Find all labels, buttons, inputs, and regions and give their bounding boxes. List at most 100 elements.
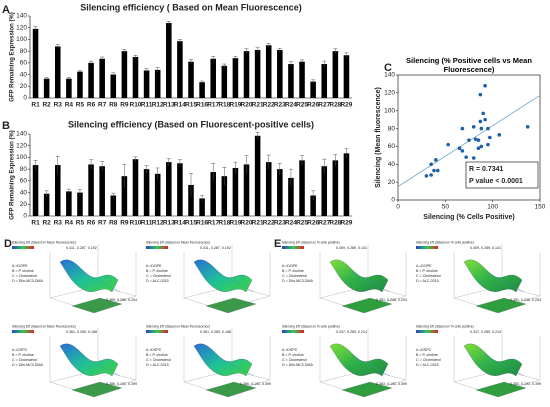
x-tick-label: R8 (109, 220, 118, 227)
colorbar (146, 330, 168, 333)
x-tick-label: R11 (141, 102, 153, 109)
x-tick-label: R13 (163, 102, 175, 109)
error-bar (111, 72, 116, 77)
surface-plot: Silencing Eff. (Based on % cells positiv… (416, 240, 541, 314)
y-tick-label: 80 (388, 125, 396, 132)
bar (199, 198, 205, 216)
x-tick-label: R15 (185, 220, 197, 227)
bar (321, 64, 328, 98)
annotation-box (465, 161, 539, 189)
error-bar (311, 79, 316, 84)
error-bar (166, 158, 171, 166)
bar (132, 57, 139, 98)
leader (81, 355, 121, 377)
x-tick-label: R5 (76, 102, 85, 109)
panel-label: A (2, 4, 10, 16)
error-bar (222, 167, 227, 185)
bar (166, 23, 172, 98)
colorbar (416, 330, 438, 333)
error-bar (255, 47, 260, 53)
error-bar (211, 163, 216, 181)
error-bar (211, 56, 216, 62)
error-bar (233, 56, 238, 60)
panel-label: B (2, 120, 10, 132)
bar (99, 58, 105, 98)
surface (59, 343, 119, 377)
bar (154, 69, 161, 98)
error-bar (233, 161, 238, 174)
legend-line: C = Cholesterol (12, 358, 37, 362)
x-tick-label: R17 (207, 220, 219, 227)
x-tick-label: R23 (274, 102, 286, 109)
chart-title: Silencing efficiency ( Based on Mean Flu… (80, 2, 302, 12)
plot-frame (397, 74, 541, 201)
surface-plot: Silencing Eff. (Based on Mean Fluorescen… (146, 240, 271, 314)
x-tick-label: R18 (218, 102, 230, 109)
surface (329, 259, 389, 293)
bar (166, 162, 172, 216)
bar (66, 78, 72, 98)
point-label: 0.409, 0.289, 0.141 (470, 246, 501, 250)
leader (215, 271, 255, 293)
error-bar (200, 195, 205, 202)
chart-title: Silencing (% Positive cells vs Mean Fluo… (406, 56, 532, 74)
bar (199, 82, 205, 98)
x-tick-label: R26 (307, 220, 319, 227)
y-tick-label: 40 (20, 189, 28, 196)
error-bar (288, 168, 293, 187)
error-bar (111, 192, 116, 198)
point (429, 162, 433, 167)
y-axis-label: Silencing (Mean fluorescence) (375, 87, 382, 188)
point-label: 0.383, 0.192, 0.399 (510, 382, 541, 386)
plot-title: Silencing Eff. (Based on Mean Fluorescen… (12, 324, 76, 328)
bar (177, 163, 183, 216)
x-tick-label: R21 (252, 102, 264, 109)
error-bar (33, 160, 38, 170)
x-tick-label: R11 (141, 220, 153, 227)
bar (110, 195, 117, 216)
error-bar (144, 165, 149, 173)
base-plane (71, 297, 123, 314)
surface-plot: Silencing Eff. (Based on Mean Fluorescen… (12, 324, 137, 398)
surface-plot: Silencing Eff. (Based on % cells positiv… (282, 240, 407, 314)
point (457, 146, 462, 151)
bar (77, 71, 83, 98)
y-tick-label: 40 (20, 71, 28, 78)
point (473, 137, 478, 142)
y-tick-label: 80 (20, 166, 28, 173)
colorbar (12, 246, 34, 249)
legend-line: B = P. choline (416, 353, 438, 357)
x-tick-label: R21 (252, 220, 264, 227)
point (525, 124, 530, 129)
leader (351, 271, 391, 293)
point-label: 0.411, 0.287, 0.192 (66, 246, 97, 250)
y-tick-label: 60 (20, 60, 28, 67)
x-tick-label: R19 (229, 102, 241, 109)
x-tick-label: R25 (296, 220, 308, 227)
x-tick-label: 100 (487, 204, 498, 211)
error-bar (166, 21, 171, 25)
error-bar (333, 48, 338, 54)
x-tick-label: R6 (87, 220, 96, 227)
error-bar (89, 159, 94, 170)
bar (77, 192, 83, 216)
point-label: 0.386, 0.192, 0.399 (240, 382, 271, 386)
x-tick-label: R10 (130, 102, 142, 109)
legend-line: A =DSPC (12, 348, 28, 352)
bar (299, 61, 305, 98)
x-tick-label: R19 (229, 220, 241, 227)
y-tick-label: 120 (16, 24, 27, 31)
x-tick-label: R17 (207, 102, 219, 109)
bar (221, 176, 228, 216)
point-label: 0.361, 0.289, 0.188 (200, 330, 231, 334)
error-bar (100, 56, 105, 61)
x-tick-label: R22 (263, 220, 275, 227)
annotation: P value < 0.0001 (469, 178, 523, 185)
point-label: 0.369, 0.286, 0.204 (106, 298, 137, 302)
error-bar (266, 154, 271, 170)
bar (132, 159, 139, 216)
y-tick-label: 20 (20, 83, 28, 90)
y-tick-label: 140 (16, 13, 27, 20)
x-tick-label: R12 (152, 220, 164, 227)
error-bar (200, 80, 205, 84)
